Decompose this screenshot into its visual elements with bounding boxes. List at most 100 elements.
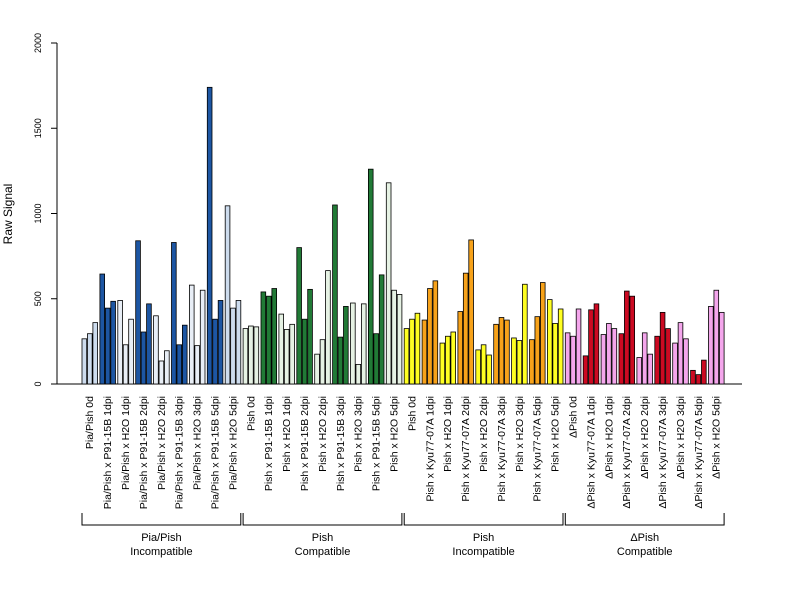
- x-tick-label: Pish x H2O 5dpi: [388, 396, 400, 472]
- x-tick-label: Pish x P91-15B 1dpi: [263, 396, 275, 491]
- bar: [296, 247, 302, 385]
- bar: [289, 323, 295, 385]
- bar: [540, 282, 546, 385]
- bar: [373, 333, 379, 385]
- x-tick-label: ΔPish x H2O 3dpi: [675, 396, 687, 479]
- bar: [212, 318, 218, 385]
- bar: [260, 291, 267, 385]
- bar: [319, 339, 326, 385]
- group-label-line2: Compatible: [295, 546, 351, 558]
- bar: [552, 323, 558, 385]
- bar: [677, 322, 684, 385]
- bar: [547, 299, 553, 385]
- bar: [468, 239, 474, 385]
- bar: [414, 312, 421, 385]
- bar: [647, 353, 653, 385]
- group-bracket: [403, 513, 564, 526]
- group-label-line1: Pish: [473, 532, 494, 544]
- bar: [588, 309, 594, 385]
- x-tick-label: Pia/Pish x P91-15B 5dpi: [209, 396, 221, 509]
- bar: [683, 338, 689, 385]
- x-tick-label: ΔPish x H2O 1dpi: [603, 396, 615, 479]
- bar: [629, 295, 636, 385]
- group-label-line2: Compatible: [617, 546, 673, 558]
- bar: [206, 86, 213, 385]
- x-tick-label: Pish x Kyu77-07A 1dpi: [424, 396, 436, 502]
- bar: [242, 328, 249, 385]
- bar: [570, 335, 576, 385]
- bar: [230, 307, 236, 385]
- x-tick-label: Pish x P91-15B 5dpi: [371, 396, 383, 491]
- bar: [432, 280, 439, 385]
- x-tick-label: ΔPish x H2O 5dpi: [711, 396, 723, 479]
- group-brackets: Pia/Pish Incompatible Pish Compatible Pish In…: [81, 513, 725, 558]
- bar: [367, 168, 374, 385]
- bar: [314, 353, 320, 385]
- group-label-line2: Incompatible: [130, 546, 192, 558]
- bar: [582, 355, 589, 385]
- bar: [360, 303, 367, 385]
- bar: [529, 339, 535, 385]
- x-tick-label: Pish x H2O 1dpi: [442, 396, 454, 472]
- y-tick-label: 1000: [33, 203, 43, 223]
- x-tick-label: ΔPish x H2O 2dpi: [639, 396, 651, 479]
- bar: [248, 325, 254, 385]
- bar: [659, 311, 666, 385]
- bar: [713, 289, 720, 385]
- bar: [271, 288, 277, 385]
- bar: [624, 290, 630, 385]
- bar: [396, 294, 403, 385]
- bar: [445, 335, 451, 385]
- bar: [128, 318, 134, 385]
- bar: [534, 316, 541, 385]
- bar: [516, 340, 523, 385]
- bar: [140, 331, 147, 385]
- bar: [606, 323, 612, 385]
- group-bracket: [564, 513, 725, 526]
- y-tick-label: 500: [33, 291, 43, 306]
- bar: [332, 204, 338, 385]
- group-label-line1: ΔPish: [630, 532, 659, 544]
- bar: [593, 303, 600, 385]
- x-tick-label: Pish x P91-15B 2dpi: [299, 396, 311, 491]
- x-tick-label: ΔPish 0d: [567, 396, 579, 438]
- group-label-line2: Incompatible: [452, 546, 514, 558]
- bar: [391, 289, 397, 385]
- x-tick-label: Pia/Pish x H2O 2dpi: [156, 396, 168, 490]
- y-tick-label: 1500: [33, 118, 43, 138]
- bar: [181, 324, 188, 385]
- bar: [217, 300, 224, 385]
- bar: [355, 363, 362, 385]
- x-tick-label: Pia/Pish x P91-15B 2dpi: [138, 396, 150, 509]
- x-tick-label: ΔPish x Kyu77-07A 3dpi: [657, 396, 669, 509]
- bar: [158, 360, 165, 385]
- bar: [235, 300, 242, 385]
- x-tick-label: ΔPish x Kyu77-07A 1dpi: [585, 396, 597, 509]
- bar: [611, 328, 618, 385]
- group-bracket: [81, 513, 242, 526]
- bar: [199, 289, 206, 385]
- bar: [117, 300, 123, 385]
- bar: [188, 284, 195, 385]
- bar: [600, 334, 607, 385]
- bar: [511, 337, 517, 385]
- bar: [378, 274, 385, 385]
- bar: [486, 354, 492, 385]
- bar: [636, 357, 643, 385]
- bar: [672, 342, 678, 385]
- bar: [421, 319, 428, 385]
- bar: [439, 342, 446, 385]
- bar: [701, 359, 707, 385]
- bar: [498, 317, 505, 385]
- bar: [307, 288, 313, 385]
- bar: [618, 333, 625, 385]
- x-tick-label: Pish x H2O 3dpi: [514, 396, 526, 472]
- y-tick-label: 0: [33, 381, 43, 386]
- bar: [690, 369, 696, 385]
- bar: [164, 350, 170, 385]
- x-tick-label: Pia/Pish x P91-15B 3dpi: [174, 396, 186, 509]
- x-tick-label: Pish x Kyu77-07A 3dpi: [496, 396, 508, 502]
- x-tick-label: ΔPish x Kyu77-07A 2dpi: [621, 396, 633, 509]
- group-label-line1: Pish: [312, 532, 333, 544]
